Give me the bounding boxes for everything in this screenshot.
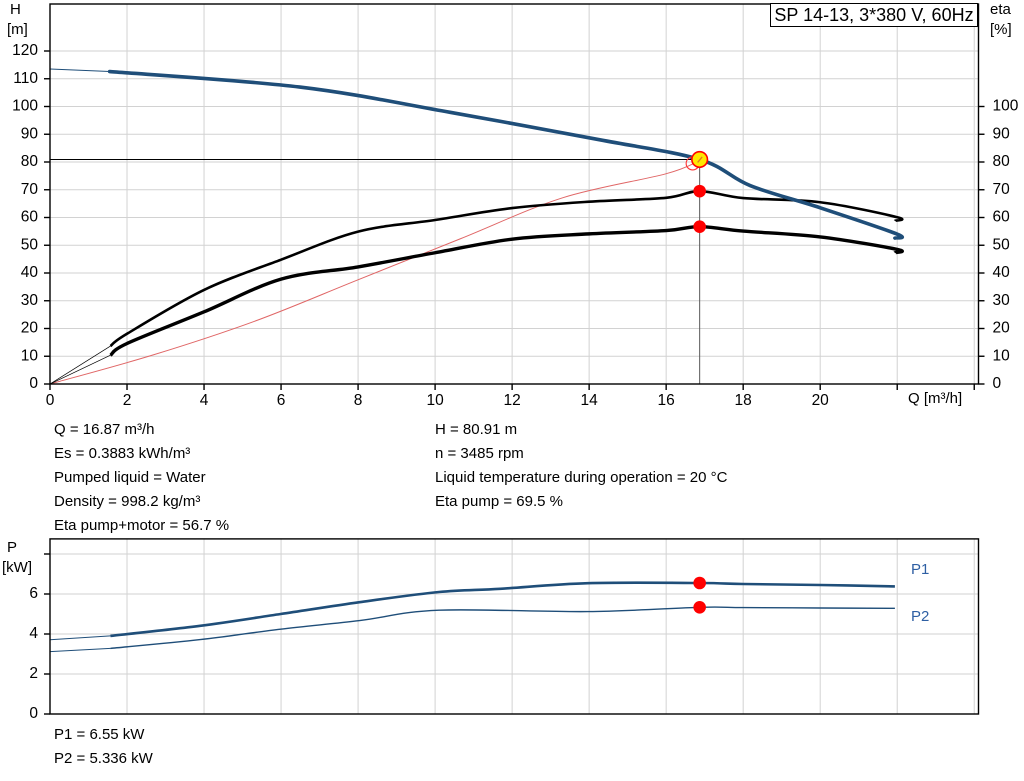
svg-text:100: 100	[993, 98, 1019, 115]
svg-text:70: 70	[993, 181, 1011, 198]
svg-text:50: 50	[21, 236, 39, 253]
svg-text:2: 2	[123, 392, 132, 409]
svg-text:20: 20	[993, 320, 1011, 337]
svg-text:20: 20	[21, 320, 39, 337]
svg-text:120: 120	[12, 42, 38, 59]
svg-text:60: 60	[993, 209, 1011, 226]
svg-text:4: 4	[200, 392, 209, 409]
svg-text:80: 80	[21, 153, 39, 170]
svg-text:0: 0	[29, 375, 38, 392]
svg-text:50: 50	[993, 236, 1011, 253]
svg-text:40: 40	[993, 264, 1011, 281]
svg-text:70: 70	[21, 181, 39, 198]
svg-text:12: 12	[503, 392, 520, 409]
svg-text:100: 100	[12, 98, 38, 115]
svg-text:2: 2	[29, 665, 38, 682]
svg-text:0: 0	[29, 705, 38, 722]
svg-text:4: 4	[29, 625, 38, 642]
svg-text:10: 10	[426, 392, 444, 409]
svg-text:20: 20	[812, 392, 830, 409]
svg-text:6: 6	[277, 392, 286, 409]
svg-text:6: 6	[29, 585, 38, 602]
svg-text:90: 90	[993, 125, 1011, 142]
svg-text:10: 10	[21, 347, 39, 364]
svg-text:10: 10	[993, 347, 1011, 364]
svg-text:90: 90	[21, 125, 39, 142]
svg-text:30: 30	[21, 292, 39, 309]
svg-text:16: 16	[658, 392, 675, 409]
svg-text:40: 40	[21, 264, 39, 281]
svg-text:8: 8	[354, 392, 363, 409]
svg-text:110: 110	[13, 70, 38, 87]
svg-text:0: 0	[46, 392, 55, 409]
svg-text:14: 14	[581, 392, 599, 409]
svg-text:0: 0	[993, 375, 1002, 392]
svg-text:80: 80	[993, 153, 1011, 170]
svg-text:30: 30	[993, 292, 1011, 309]
svg-text:18: 18	[735, 392, 752, 409]
svg-text:60: 60	[21, 209, 39, 226]
